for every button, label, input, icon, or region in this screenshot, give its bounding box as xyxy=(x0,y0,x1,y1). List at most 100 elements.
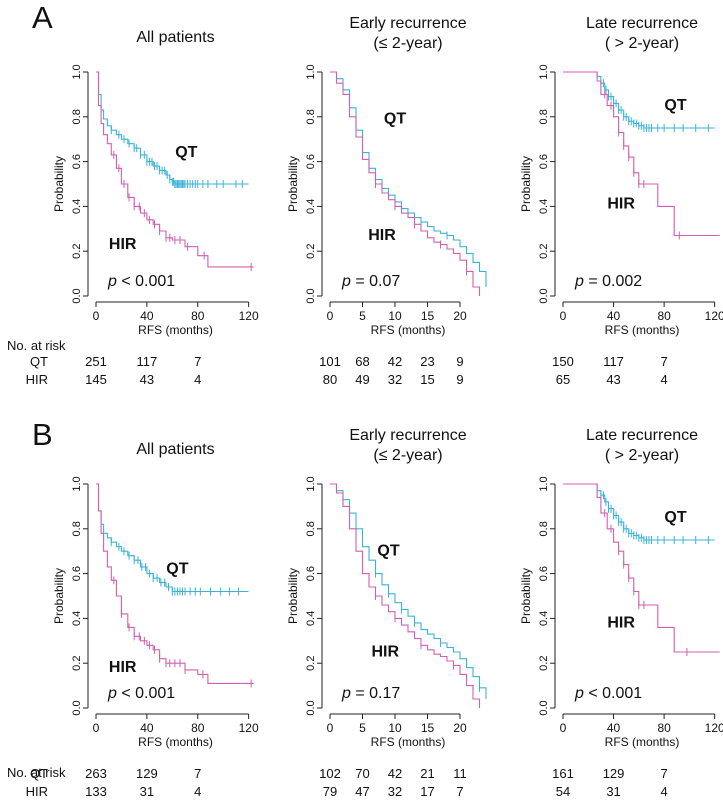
km-curve-qt xyxy=(563,483,715,541)
x-tick-label: 40 xyxy=(140,309,154,323)
y-axis-label: Probability xyxy=(519,156,533,212)
series-label-hir: HIR xyxy=(607,196,635,213)
series-label-qt: QT xyxy=(384,111,406,128)
y-tick-label: 0.4 xyxy=(538,199,550,214)
x-axis-label: RFS (months) xyxy=(371,735,446,749)
km-chart-1-2: Late recurrence ( > 2-year) 0.0 0.2 0.4 0.6 0.… xyxy=(519,427,723,799)
y-tick-label: 0.4 xyxy=(305,611,317,626)
y-tick-label: 0.2 xyxy=(71,244,83,259)
risk-count: 4 xyxy=(661,372,668,387)
risk-count: 31 xyxy=(606,784,620,799)
x-tick-label: 0 xyxy=(327,309,334,323)
y-axis-label: Probability xyxy=(519,568,533,624)
y-tick-label: 0.8 xyxy=(538,109,550,124)
risk-count: 117 xyxy=(603,354,624,369)
y-tick-label: 0.6 xyxy=(305,566,317,581)
x-tick-label: 40 xyxy=(140,721,154,735)
risk-count: 129 xyxy=(603,766,625,781)
y-tick-label: 0.0 xyxy=(71,700,83,715)
p-value-label: p < 0.001 xyxy=(107,685,175,702)
y-tick-label: 0.6 xyxy=(538,154,550,169)
km-curve-qt xyxy=(330,483,487,699)
y-tick-label: 0.4 xyxy=(71,199,83,214)
km-curve-hir xyxy=(330,71,481,296)
x-tick-label: 15 xyxy=(421,721,435,735)
km-curve-hir xyxy=(96,483,254,684)
p-value-label: p < 0.001 xyxy=(107,273,175,290)
x-tick-label: 120 xyxy=(705,309,723,323)
risk-count: 117 xyxy=(137,354,158,369)
x-tick-label: 120 xyxy=(705,721,723,735)
risk-count: 21 xyxy=(420,766,434,781)
risk-count: 9 xyxy=(456,372,463,387)
risk-table-header-a: No. at risk xyxy=(7,338,66,353)
risk-count: 32 xyxy=(388,372,402,387)
chart-subtitle: (≤ 2-year) xyxy=(373,35,442,52)
y-tick-label: 0.2 xyxy=(71,656,83,671)
km-chart-0-2: Late recurrence ( > 2-year) 0.0 0.2 0.4 0.6 0.… xyxy=(519,15,723,387)
y-tick-label: 0.8 xyxy=(71,521,83,536)
series-label-qt: QT xyxy=(377,543,399,560)
series-label-hir: HIR xyxy=(371,643,399,660)
km-curve-qt xyxy=(96,71,249,185)
y-tick-label: 1.0 xyxy=(71,476,83,491)
km-curve-hir xyxy=(330,483,481,708)
risk-count: 43 xyxy=(606,372,620,387)
x-tick-label: 0 xyxy=(560,309,567,323)
chart-subtitle: ( > 2-year) xyxy=(605,35,679,52)
risk-count: 31 xyxy=(140,784,154,799)
panel-label-a: A xyxy=(32,0,53,35)
p-value-label: p < 0.001 xyxy=(574,685,642,702)
x-tick-label: 0 xyxy=(93,721,100,735)
x-tick-label: 5 xyxy=(359,721,366,735)
x-tick-label: 80 xyxy=(191,309,205,323)
chart-subtitle: ( > 2-year) xyxy=(605,447,679,464)
x-tick-label: 10 xyxy=(388,721,402,735)
risk-count: 49 xyxy=(355,372,369,387)
risk-count: 47 xyxy=(355,784,369,799)
risk-row-name: QT xyxy=(30,354,48,369)
y-tick-label: 1.0 xyxy=(538,64,550,79)
x-tick-label: 120 xyxy=(239,721,259,735)
chart-title: Early recurrence xyxy=(349,15,466,32)
km-curve-hir xyxy=(563,71,720,237)
series-label-qt: QT xyxy=(664,97,686,114)
series-label-hir: HIR xyxy=(368,227,396,244)
chart-subtitle: (≤ 2-year) xyxy=(373,447,442,464)
risk-count: 43 xyxy=(140,372,154,387)
series-label-qt: QT xyxy=(664,509,686,526)
x-tick-label: 40 xyxy=(607,309,621,323)
risk-count: 150 xyxy=(552,354,574,369)
chart-title: Late recurrence xyxy=(586,15,698,32)
y-tick-label: 0.8 xyxy=(71,109,83,124)
x-tick-label: 20 xyxy=(453,721,467,735)
p-value-label: p = 0.002 xyxy=(574,273,642,290)
y-tick-label: 0.0 xyxy=(71,288,83,303)
x-axis-label: RFS (months) xyxy=(605,323,680,337)
x-tick-label: 120 xyxy=(239,309,259,323)
risk-count: 79 xyxy=(323,784,337,799)
risk-count: 7 xyxy=(194,766,201,781)
risk-count: 129 xyxy=(136,766,158,781)
y-tick-label: 0.8 xyxy=(305,521,317,536)
risk-count: 101 xyxy=(319,354,341,369)
km-curve-hir xyxy=(563,483,720,653)
y-axis-label: Probability xyxy=(286,156,300,212)
p-value-label: p = 0.17 xyxy=(341,685,400,702)
y-tick-label: 0.6 xyxy=(305,154,317,169)
series-label-hir: HIR xyxy=(607,614,635,631)
series-label-qt: QT xyxy=(175,144,197,161)
risk-count: 42 xyxy=(388,354,402,369)
risk-count: 80 xyxy=(323,372,337,387)
risk-count: 54 xyxy=(556,784,570,799)
y-tick-label: 0.6 xyxy=(71,154,83,169)
y-tick-label: 1.0 xyxy=(538,476,550,491)
x-axis-label: RFS (months) xyxy=(138,735,213,749)
risk-count: 42 xyxy=(388,766,402,781)
x-tick-label: 80 xyxy=(657,309,671,323)
risk-count: 68 xyxy=(355,354,369,369)
y-tick-label: 1.0 xyxy=(305,64,317,79)
y-tick-label: 0.4 xyxy=(71,611,83,626)
